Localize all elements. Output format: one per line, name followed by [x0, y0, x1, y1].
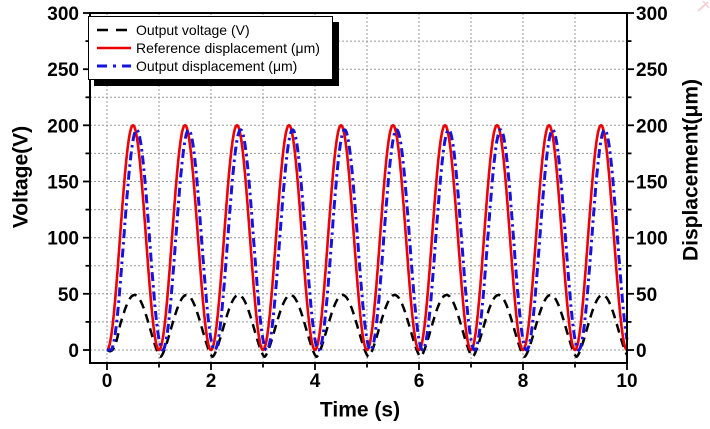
y-tick-label-left: 50: [58, 285, 79, 306]
x-tick-label: 2: [206, 371, 217, 392]
legend-label-output-displacement: Output displacement (μm): [136, 58, 298, 74]
x-axis-title: Time (s): [319, 398, 401, 422]
legend-item-output-voltage: Output voltage (V): [96, 23, 328, 37]
legend-item-output-displacement: Output displacement (μm): [96, 59, 328, 73]
y-tick-label-left: 150: [47, 173, 79, 194]
legend-label-reference-displacement: Reference displacement (μm): [136, 40, 320, 56]
x-tick-label: 0: [102, 371, 113, 392]
x-tick-label: 8: [518, 371, 529, 392]
y-tick-label-right: 100: [636, 229, 668, 250]
y-tick-label-right: 300: [636, 4, 668, 25]
x-tick-label: 4: [310, 371, 321, 392]
y-tick-label-left: 300: [47, 4, 79, 25]
legend-item-reference-displacement: Reference displacement (μm): [96, 41, 328, 55]
dashed-line-sample-icon: [97, 28, 131, 32]
series-curve-1: [106, 124, 628, 352]
corner-artifact-mark: [697, 0, 710, 12]
dash-dot-line-sample-icon: [97, 64, 131, 68]
series-curve-0: [106, 293, 629, 358]
y-tick-label-right: 200: [636, 116, 668, 137]
y-tick-label-right: 250: [636, 60, 668, 81]
y-axis-title-left: Voltage(V): [9, 125, 33, 229]
legend: Output voltage (V) Reference displacemen…: [88, 16, 333, 80]
legend-label-output-voltage: Output voltage (V): [136, 22, 250, 38]
y-tick-label-right: 50: [636, 285, 657, 306]
solid-line-sample-icon: [97, 46, 131, 50]
y-tick-label-right: 0: [636, 341, 647, 362]
y-tick-label-left: 250: [47, 60, 79, 81]
plot-frame: [89, 12, 628, 364]
y-tick-label-left: 100: [47, 229, 79, 250]
series-curve-2: [105, 128, 629, 352]
y-tick-label-left: 0: [68, 341, 79, 362]
x-tick-label: 6: [414, 371, 425, 392]
y-tick-label-left: 200: [47, 116, 79, 137]
x-tick-label: 10: [616, 371, 637, 392]
y-axis-title-right: Displacement(μm): [679, 78, 703, 262]
y-tick-label-right: 150: [636, 173, 668, 194]
